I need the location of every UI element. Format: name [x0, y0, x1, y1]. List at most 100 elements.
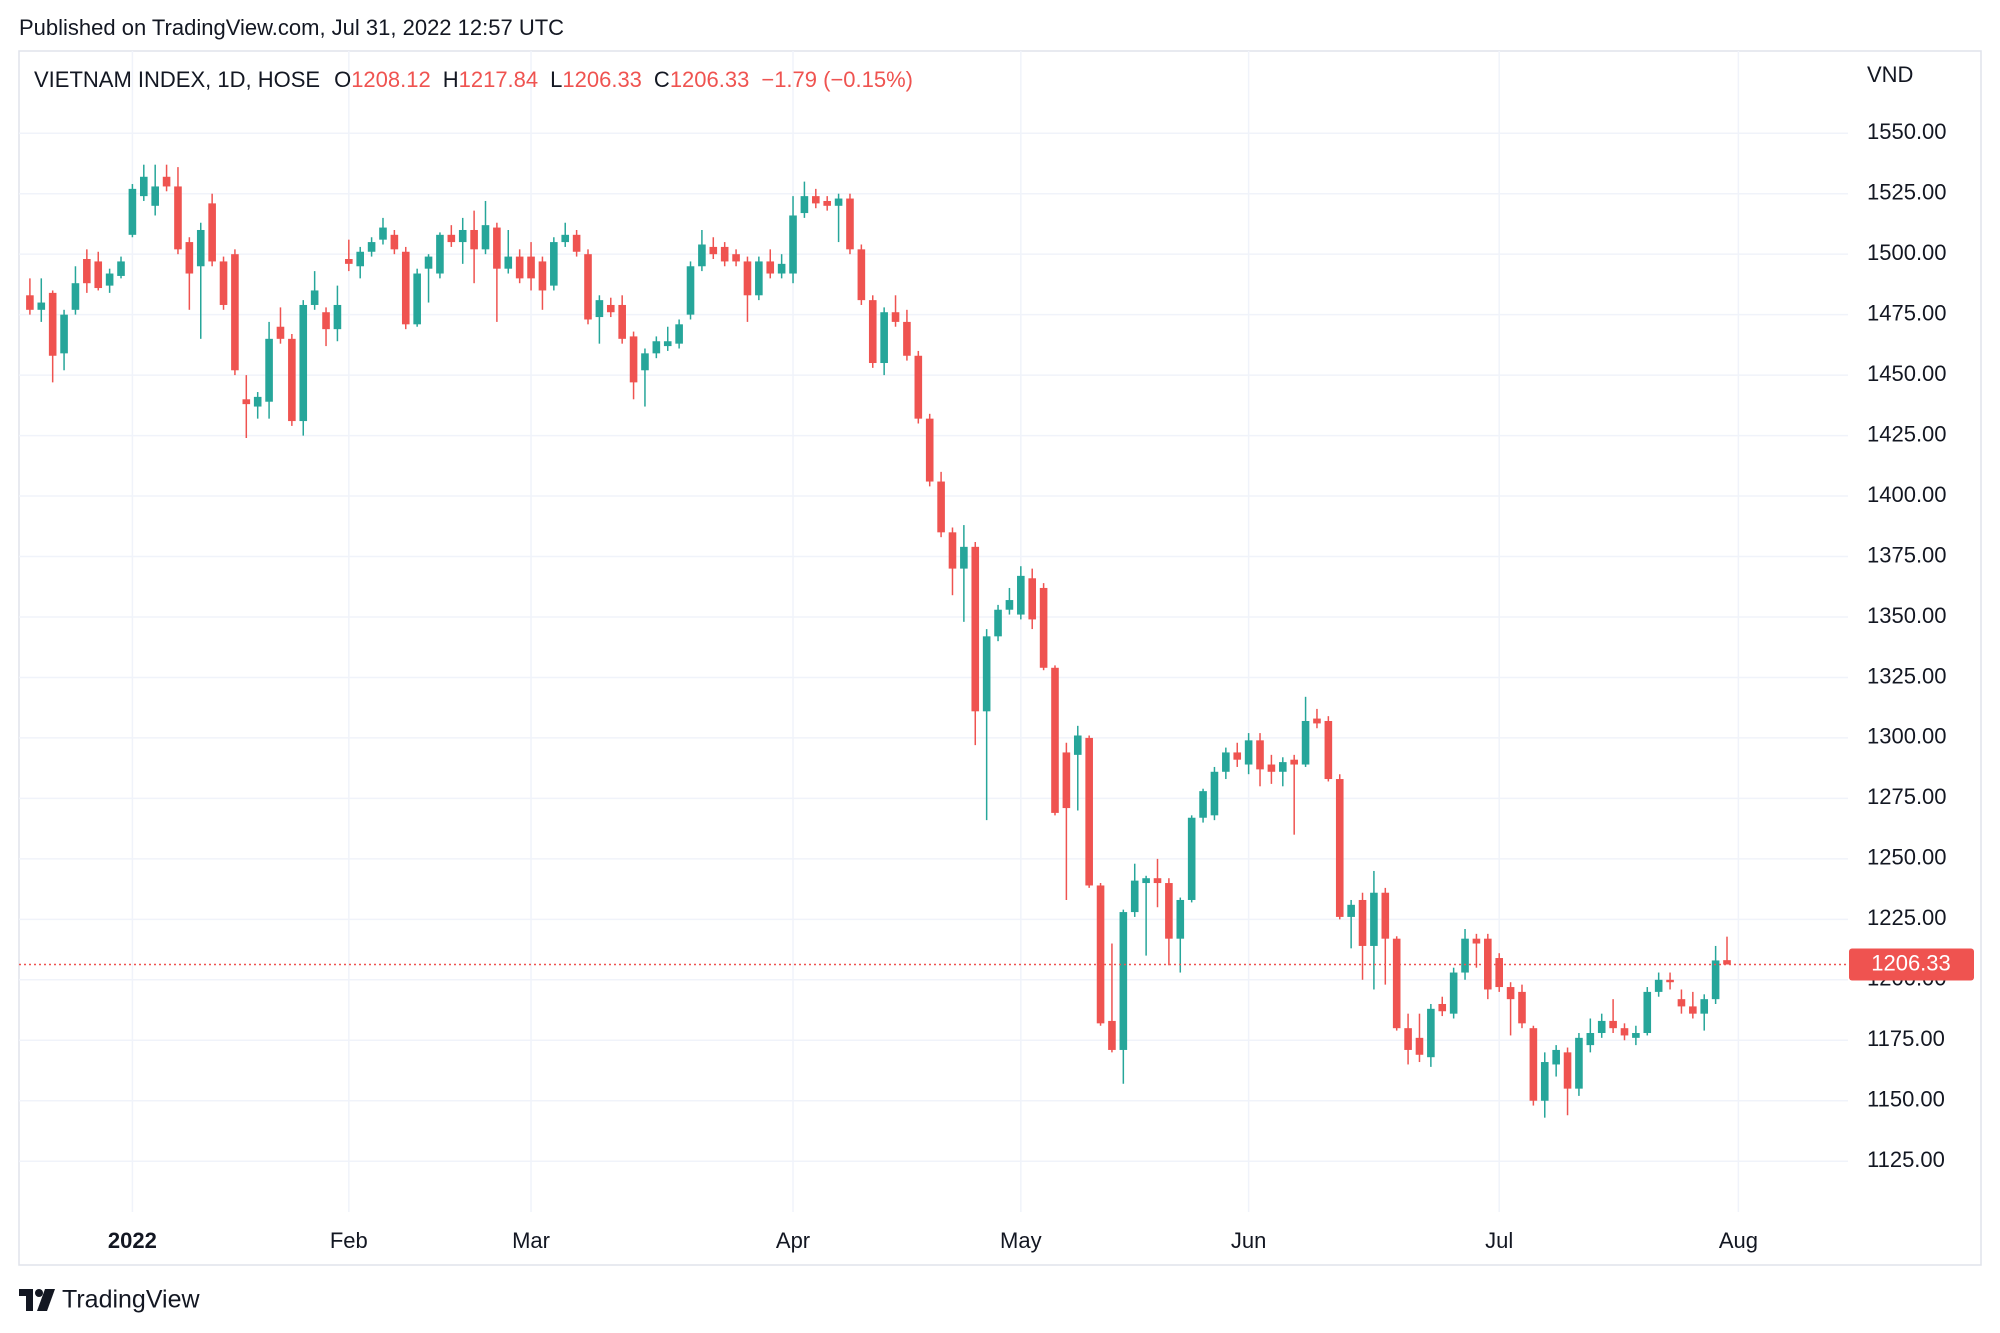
candle-body: [1472, 938, 1481, 944]
candle-body: [937, 481, 945, 533]
logo-mark: [19, 1289, 33, 1311]
ohlc-value: 1217.84: [459, 67, 539, 92]
candle-body: [960, 546, 968, 569]
candle-body: [834, 198, 843, 206]
candle-body: [1415, 1037, 1424, 1055]
candle-body: [1392, 938, 1401, 1029]
y-tick-label: 1375.00: [1867, 542, 1947, 567]
candle-body: [925, 418, 934, 482]
candle-body: [1677, 999, 1686, 1007]
candle-body: [1427, 1008, 1435, 1058]
candle-body: [800, 196, 809, 214]
ohlc-value: 1206.33: [670, 67, 750, 92]
candle-body: [1711, 960, 1720, 1000]
candle-body: [755, 261, 763, 296]
candle-body: [208, 203, 216, 262]
ohlc-key: O: [334, 67, 351, 92]
candle-body: [231, 254, 239, 371]
candle-body: [1278, 762, 1287, 772]
candle-body: [458, 229, 467, 243]
candle-body: [1609, 1020, 1617, 1029]
candle-body: [709, 246, 718, 255]
candle-body: [720, 246, 729, 262]
candle-body: [1620, 1028, 1629, 1036]
candle-body: [1404, 1028, 1412, 1050]
candle-body: [401, 251, 410, 325]
candle-body: [641, 353, 649, 371]
candle-body: [1187, 817, 1196, 900]
candle-body: [333, 304, 342, 330]
candle-body: [436, 234, 444, 274]
candle-body: [1244, 740, 1253, 765]
candle-body: [1290, 759, 1298, 765]
candle-body: [310, 290, 319, 305]
candle-body: [253, 396, 262, 407]
y-tick-label: 1300.00: [1867, 724, 1947, 749]
candle-body: [1449, 972, 1458, 1014]
candle-body: [1347, 904, 1355, 917]
candle-body: [1643, 991, 1652, 1034]
candle-body: [743, 261, 752, 296]
y-tick-label: 1175.00: [1867, 1026, 1945, 1051]
candle-body: [550, 242, 558, 286]
candle-body: [686, 266, 695, 315]
candle-body: [379, 227, 387, 240]
candle-body: [26, 295, 34, 310]
candle-body: [1233, 752, 1242, 760]
candle-body: [1358, 899, 1367, 946]
candle-body: [1165, 883, 1173, 939]
candle-body: [1028, 578, 1037, 620]
candle-body: [1256, 740, 1264, 770]
candle-body: [1654, 979, 1663, 992]
candle-body: [1335, 779, 1344, 917]
candle-body: [527, 256, 535, 279]
candle-body: [1119, 912, 1128, 1050]
candle-body: [789, 215, 797, 274]
candle-body: [174, 186, 182, 250]
candle-body: [1313, 718, 1321, 724]
candle-body: [971, 546, 980, 712]
candle-body: [538, 261, 547, 291]
candle-body: [139, 176, 148, 197]
candle-body: [288, 338, 296, 422]
candle-body: [994, 609, 1002, 637]
candle-body: [1073, 735, 1082, 755]
footer-logo: [19, 1289, 55, 1311]
y-tick-label: 1225.00: [1867, 905, 1947, 930]
candle-body: [185, 242, 194, 274]
candle-body: [299, 304, 308, 422]
axes: 1125.001150.001175.001200.001225.001250.…: [19, 119, 1974, 1253]
candle-body: [1540, 1062, 1549, 1101]
candles: [26, 164, 1731, 1118]
candle-body: [1210, 771, 1219, 816]
candle-body: [1108, 1020, 1116, 1050]
y-tick-label: 1450.00: [1867, 361, 1947, 386]
candle-body: [1632, 1033, 1640, 1038]
candle-body: [1597, 1020, 1606, 1034]
ohlc-key: C: [654, 67, 670, 92]
candle-body: [1005, 600, 1014, 610]
candle-body: [1085, 737, 1093, 886]
candle-body: [857, 249, 866, 301]
candle-body: [1176, 899, 1185, 939]
candle-body: [606, 304, 615, 313]
candle-body: [493, 227, 501, 269]
candle-body: [128, 188, 137, 235]
y-tick-label: 1350.00: [1867, 603, 1947, 628]
symbol: VIETNAM INDEX, 1D, HOSE: [34, 67, 320, 92]
candle-body: [891, 312, 900, 322]
candle-body: [698, 244, 706, 267]
y-tick-label: 1400.00: [1867, 482, 1947, 507]
candle-body: [356, 251, 365, 267]
logo-dot: [35, 1289, 43, 1297]
x-tick-label: Apr: [776, 1228, 810, 1253]
candle-body: [1723, 960, 1731, 965]
candle-body: [1689, 1006, 1697, 1014]
candle-body: [276, 326, 285, 339]
candle-body: [880, 312, 888, 364]
candle-body: [948, 532, 957, 569]
candle-body: [766, 261, 775, 274]
candle-body: [561, 234, 570, 243]
y-tick-label: 1275.00: [1867, 784, 1947, 809]
candle-body: [162, 176, 171, 187]
